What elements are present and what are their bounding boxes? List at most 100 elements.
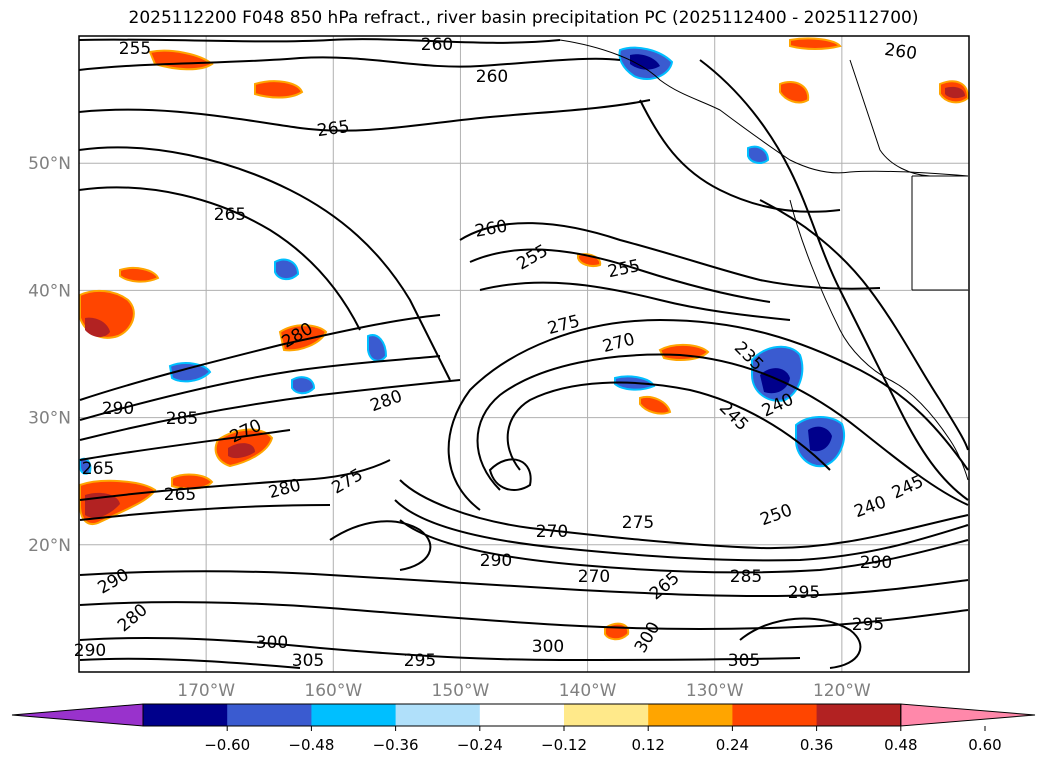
coastline: [849, 59, 931, 177]
contour-label: 295: [788, 583, 820, 603]
contour-label: 275: [622, 513, 654, 533]
precip-patch: [274, 258, 300, 280]
contour-line: [394, 499, 969, 562]
contour-line: [479, 281, 791, 321]
contour-line: [469, 248, 771, 303]
colorbar-extend-low: [11, 703, 144, 727]
colorbar-tick-label: −0.60: [204, 736, 250, 754]
latitude-labels: 50°N 40°N 30°N 20°N: [28, 154, 71, 556]
precip-patch: [945, 86, 965, 99]
coastline: [911, 175, 968, 291]
contour-label: 265: [82, 459, 114, 479]
contour-line: [79, 637, 801, 662]
precip-patch: [171, 473, 214, 490]
colorbar-segment: [732, 704, 818, 726]
longitude-tick-label: 170°W: [177, 681, 235, 701]
coastlines: [559, 39, 969, 481]
precip-patch: [604, 622, 630, 641]
contour-label: 290: [74, 641, 106, 661]
colorbar-tick-label: −0.12: [541, 736, 587, 754]
contour-label: 290: [860, 553, 892, 573]
map-content: [79, 36, 969, 672]
colorbar-tick-label: 0.24: [716, 736, 749, 754]
contour-line: [329, 520, 432, 571]
contour-line: [79, 504, 331, 521]
contour-line: [488, 458, 532, 491]
precip-patch: [779, 81, 810, 104]
refractivity-contours: [79, 38, 969, 669]
longitude-tick-label: 160°W: [304, 681, 362, 701]
contour-label: 285: [730, 567, 762, 587]
contour-line: [506, 381, 831, 471]
contour-line: [79, 355, 441, 421]
map-frame: [78, 35, 970, 673]
contour-label: 265: [164, 485, 196, 505]
colorbar-tick-label: −0.36: [373, 736, 419, 754]
precip-patch: [168, 362, 212, 383]
colorbar-extend-high: [900, 703, 1036, 727]
precip-patch: [228, 443, 255, 459]
contour-line: [79, 38, 561, 44]
precip-patch: [747, 145, 770, 164]
contour-line: [79, 601, 969, 630]
precip-patch: [254, 80, 304, 99]
contour-line: [79, 99, 651, 132]
longitude-tick-label: 150°W: [432, 681, 490, 701]
colorbar-outline: [142, 703, 902, 727]
contour-line: [399, 479, 969, 550]
precip-patch: [119, 267, 160, 283]
colorbar-segment: [816, 704, 902, 726]
longitude-tick-label: 120°W: [813, 681, 871, 701]
contour-label: 305: [728, 651, 760, 671]
contour-label: 290: [102, 399, 134, 419]
contour-label: 305: [292, 651, 324, 671]
colorbar-segment: [479, 704, 565, 726]
contour-line: [759, 199, 969, 451]
contour-label: 255: [119, 39, 151, 59]
map-area: [79, 36, 969, 672]
coastline: [559, 39, 969, 177]
contour-label: 290: [480, 551, 512, 571]
contour-label: 270: [536, 522, 568, 542]
colorbar: [11, 703, 1036, 727]
colorbar-tick-label: −0.48: [288, 736, 334, 754]
latitude-tick-label: 40°N: [28, 281, 71, 301]
colorbar-tick-label: 0.36: [800, 736, 833, 754]
contour-line: [79, 314, 441, 401]
colorbar-segment: [143, 704, 228, 726]
contour-label: 295: [404, 651, 436, 671]
colorbar-segment: [648, 704, 733, 726]
colorbar-segment: [227, 704, 312, 726]
precip-patch: [291, 376, 316, 395]
contour-line: [399, 519, 969, 574]
contour-line: [79, 186, 361, 331]
contour-line: [459, 222, 881, 290]
longitude-tick-label: 140°W: [559, 681, 617, 701]
colorbar-tick-label: 0.12: [631, 736, 664, 754]
latitude-tick-label: 30°N: [28, 409, 71, 429]
contour-line: [79, 379, 461, 441]
precip-patch: [789, 37, 842, 50]
precip-patches: [79, 37, 969, 641]
map-title: 2025112200 F048 850 hPa refract., river …: [128, 8, 919, 28]
colorbar-segment: [564, 704, 649, 726]
longitude-tick-label: 130°W: [686, 681, 744, 701]
colorbar-tick-labels: −0.60 −0.48 −0.36 −0.24 −0.12 0.12 0.24 0.36 0.4…: [204, 726, 1002, 754]
contour-label: 270: [578, 567, 610, 587]
contour-line: [639, 99, 841, 213]
contour-line: [739, 617, 862, 669]
contour-label: 265: [316, 117, 351, 141]
contour-line: [79, 146, 451, 381]
contour-label: 260: [883, 40, 918, 64]
contour-label: 265: [214, 205, 246, 225]
contour-label: 300: [532, 637, 564, 657]
precip-patch: [639, 396, 672, 415]
longitude-labels: 170°W 160°W 150°W 140°W 130°W 120°W: [177, 681, 871, 701]
latitude-tick-label: 20°N: [28, 536, 71, 556]
contour-line: [699, 59, 969, 501]
contour-label: 285: [166, 409, 198, 429]
coastline: [789, 199, 969, 481]
precip-patch: [85, 317, 110, 338]
